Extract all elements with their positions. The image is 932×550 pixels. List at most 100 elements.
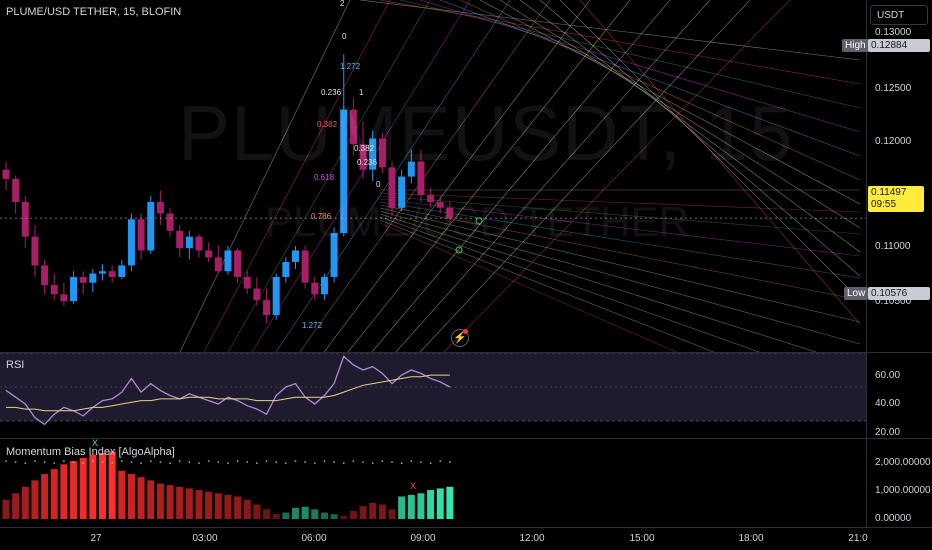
fib-fan-line (379, 210, 861, 345)
fib-fan-line (479, 0, 861, 205)
fib-fan-line (579, 0, 861, 325)
momentum-bar-bearish (41, 473, 49, 519)
candle-body (99, 271, 106, 274)
fib-fan-line (419, 0, 861, 133)
time-axis-label: 15:00 (629, 533, 655, 544)
candle-body (2, 169, 10, 179)
fib-fan-line (499, 0, 861, 229)
momentum-bar-bearish (234, 496, 242, 519)
momentum-bar-bearish (272, 514, 280, 519)
rsi-title[interactable]: RSI (6, 359, 25, 371)
momentum-dot (410, 460, 413, 462)
fib-label-1272-top: 1.272 (340, 62, 361, 71)
momentum-dot (24, 462, 27, 464)
momentum-dot (400, 462, 403, 464)
momentum-dot (130, 461, 133, 463)
momentum-dot (140, 462, 142, 464)
fib-fan-line (539, 0, 861, 277)
candle-body (311, 282, 319, 295)
pane-separator[interactable] (0, 438, 932, 439)
fib-fan-line (251, 0, 471, 352)
fib-fan-line (459, 0, 861, 181)
momentum-bar-bearish (243, 499, 251, 519)
rsi-axis[interactable]: 60.00 40.00 20.00 (866, 353, 932, 438)
momentum-dot (72, 461, 75, 463)
candle-body (166, 213, 174, 231)
momentum-bar-bullish (292, 507, 299, 519)
fib-label-0236-left: 0.236 (321, 88, 342, 97)
momentum-marker-x: X (92, 439, 99, 448)
lightning-bolt-icon[interactable]: ⚡ (451, 329, 469, 347)
momentum-dot (371, 462, 374, 464)
momentum-axis[interactable]: 2,000.00000 1,000.00000 0.00000 (866, 439, 932, 527)
momentum-bar-bearish (253, 504, 261, 519)
candle-body (263, 300, 271, 316)
momentum-dot (198, 462, 200, 464)
momentum-dot (333, 461, 335, 463)
fib-fan-line (439, 0, 861, 157)
time-axis[interactable]: 27 03:00 06:00 09:00 12:00 15:00 18:00 2… (0, 527, 932, 550)
candle-body (50, 285, 58, 295)
momentum-bar-bearish (205, 491, 213, 519)
momentum-bar-bearish (60, 464, 68, 519)
current-price-value: 0.11497 (871, 187, 907, 198)
candle-body (12, 178, 20, 202)
fib-fan-line (379, 192, 861, 213)
fib-fan-line (379, 222, 678, 352)
momentum-dot (246, 461, 249, 463)
candle-body (369, 138, 377, 170)
candle-body (70, 276, 78, 302)
momentum-bar-bearish (127, 473, 135, 519)
momentum-bar-bullish (311, 509, 319, 519)
high-price-tag: 0.12884 (868, 39, 930, 52)
momentum-dot (34, 460, 36, 462)
momentum-dot (391, 461, 393, 463)
symbol-title[interactable]: PLUME/USD TETHER, 15, BLOFIN (6, 6, 182, 18)
candle-body (127, 219, 135, 266)
candle-body (31, 236, 39, 266)
candle-body (214, 257, 222, 272)
momentum-dot (121, 460, 123, 462)
current-price-tag: 0.11497 09:55 (868, 186, 924, 212)
candle-body (185, 236, 193, 249)
momentum-dot (342, 462, 345, 464)
candle-body (243, 276, 251, 289)
momentum-bar-bearish (378, 504, 386, 519)
momentum-bar-bearish (263, 509, 271, 519)
price-chart-svg[interactable] (0, 0, 866, 352)
momentum-bar-bearish (349, 510, 357, 519)
fib-fan-line (379, 201, 861, 279)
momentum-bar-bearish (79, 457, 87, 519)
candle-body (41, 265, 49, 286)
candle-body (320, 276, 328, 295)
fib-fan-line (347, 0, 631, 352)
fib-label-0382-left: 0.382 (317, 120, 338, 129)
pane-separator[interactable] (0, 352, 932, 353)
rsi-pane[interactable]: RSI (0, 353, 866, 438)
momentum-dot (381, 460, 384, 462)
rsi-chart-svg[interactable] (0, 353, 866, 438)
momentum-pane[interactable]: Momentum Bias Index [AlgoAlpha] X X (0, 439, 866, 527)
momentum-dot (362, 461, 364, 463)
candle-body (349, 109, 357, 145)
candle-body (292, 250, 299, 262)
candle-body (60, 294, 68, 302)
candle-body (388, 167, 396, 208)
fib-label-1-right: 1 (359, 88, 364, 97)
momentum-bar-bearish (340, 515, 348, 519)
time-axis-label: 09:00 (410, 533, 436, 544)
momentum-title[interactable]: Momentum Bias Index [AlgoAlpha] (6, 446, 175, 458)
fib-fan-line (519, 0, 861, 253)
momentum-chart-svg[interactable] (0, 439, 866, 527)
momentum-bar-bearish (99, 453, 106, 519)
rsi-axis-label: 20.00 (875, 427, 901, 438)
momentum-bar-bearish (21, 486, 29, 519)
fib-label-0618-left: 0.618 (314, 173, 335, 182)
currency-selector-button[interactable]: USDT (870, 5, 928, 25)
price-axis-label: 0.12000 (875, 136, 912, 147)
candle-body (21, 201, 29, 237)
candle-body (272, 276, 280, 316)
fib-fan-line (395, 0, 711, 352)
price-pane[interactable]: PLUMEUSDT, 15 PLUME/USD TETHER 1.272 0.2… (0, 0, 866, 352)
